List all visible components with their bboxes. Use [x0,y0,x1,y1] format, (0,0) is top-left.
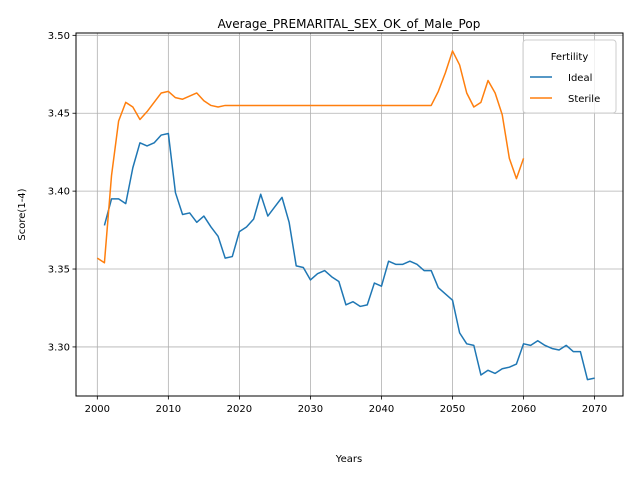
y-tick-label: 3.40 [48,187,70,198]
x-tick-label: 2020 [227,404,252,415]
x-tick-label: 2040 [369,404,394,415]
series-line-ideal [103,132,595,381]
legend: Fertility Ideal Sterile [522,39,617,114]
series-line-sterile [96,50,525,264]
legend-title: Fertility [551,52,589,63]
legend-label-sterile: Sterile [568,94,600,105]
x-tick-label: 2070 [582,404,607,415]
x-tick-label: 2000 [85,404,110,415]
x-axis-title: Years [335,454,362,465]
plot-frame [75,32,624,397]
chart-title: Average_PREMARITAL_SEX_OK_of_Male_Pop [218,17,481,31]
legend-box [522,39,617,114]
x-tick-label: 2050 [440,404,465,415]
legend-label-ideal: Ideal [568,73,592,84]
series-lines [96,50,595,381]
y-tick-label: 3.45 [48,109,70,120]
y-tick-label: 3.30 [48,342,70,353]
y-tick-label: 3.35 [48,265,70,276]
axis-ticks: 2000 2010 2020 2030 2040 2050 2060 2070 3.30 3.35… [48,31,608,415]
x-tick-label: 2060 [511,404,536,415]
x-tick-label: 2010 [156,404,181,415]
y-tick-label: 3.50 [48,31,70,42]
y-axis-title: Score(1-4) [17,188,28,240]
x-tick-label: 2030 [298,404,323,415]
